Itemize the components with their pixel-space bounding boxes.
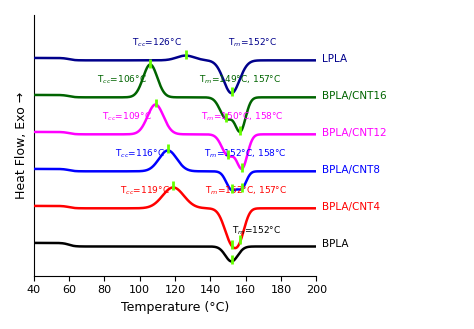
Text: T$_{cc}$=126°C: T$_{cc}$=126°C: [132, 37, 182, 49]
Text: BPLA/CNT16: BPLA/CNT16: [322, 90, 386, 101]
X-axis label: Temperature (°C): Temperature (°C): [121, 301, 229, 314]
Text: LPLA: LPLA: [322, 54, 347, 63]
Text: T$_m$=152°C, 158°C: T$_m$=152°C, 158°C: [204, 147, 287, 160]
Text: T$_{cc}$=119°C: T$_{cc}$=119°C: [120, 185, 170, 197]
Text: T$_m$=149°C, 157°C: T$_m$=149°C, 157°C: [199, 73, 282, 86]
Text: T$_{cc}$=109°C: T$_{cc}$=109°C: [102, 111, 152, 123]
Text: T$_m$=150°C, 158°C: T$_m$=150°C, 158°C: [201, 111, 283, 123]
Text: T$_m$=152°C: T$_m$=152°C: [232, 224, 281, 237]
Y-axis label: Heat Flow, Exo →: Heat Flow, Exo →: [15, 92, 28, 199]
Text: T$_m$=152°C: T$_m$=152°C: [228, 37, 277, 49]
Text: BPLA/CNT8: BPLA/CNT8: [322, 164, 380, 174]
Text: T$_m$=152°C, 157°C: T$_m$=152°C, 157°C: [205, 185, 287, 197]
Text: BPLA: BPLA: [322, 239, 348, 248]
Text: T$_{cc}$=106°C: T$_{cc}$=106°C: [97, 73, 147, 86]
Text: BPLA/CNT4: BPLA/CNT4: [322, 202, 380, 212]
Text: T$_{cc}$=116°C: T$_{cc}$=116°C: [115, 147, 164, 160]
Text: BPLA/CNT12: BPLA/CNT12: [322, 128, 386, 138]
